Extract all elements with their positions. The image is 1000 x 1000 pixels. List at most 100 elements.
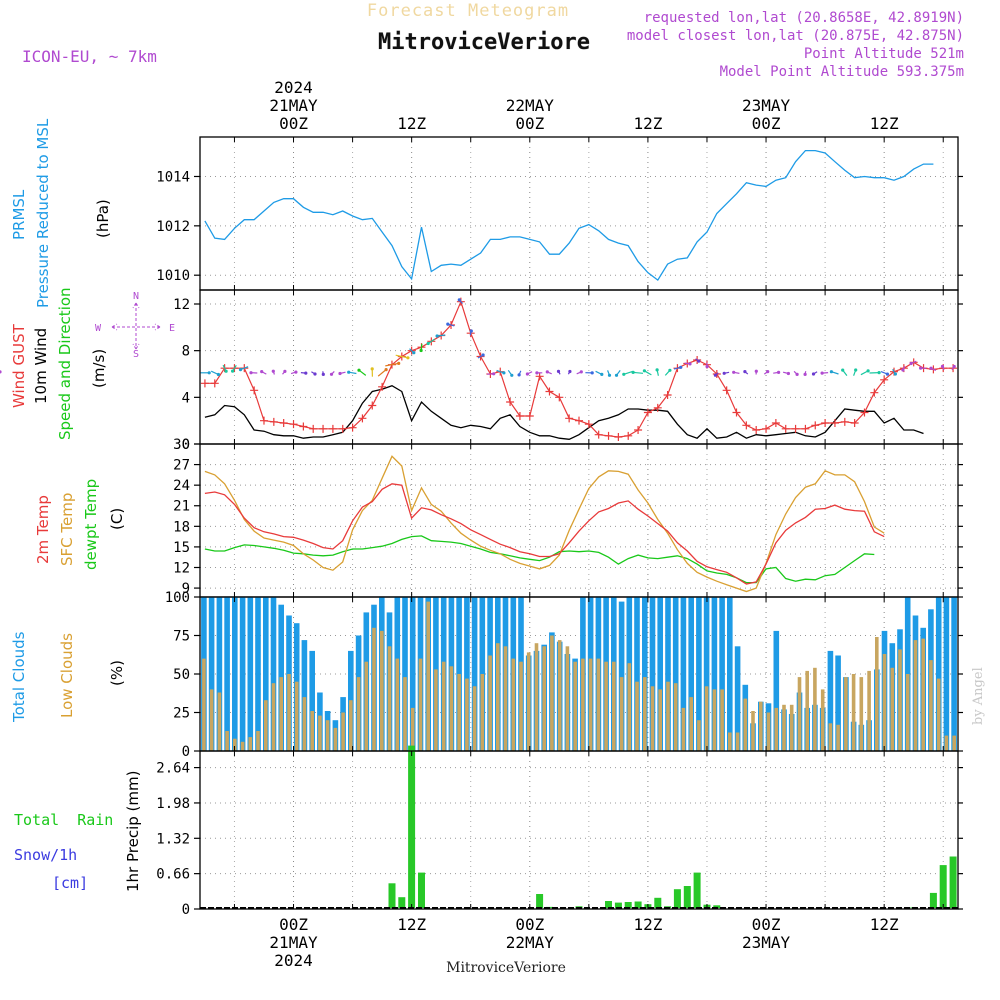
low-cloud-bar <box>526 652 531 751</box>
low-cloud-bar <box>209 689 214 751</box>
precip-y-ticks: 0 0.66 1.32 1.98 2.64 <box>156 751 963 918</box>
wind-arrow-head <box>216 372 220 377</box>
gust-marker <box>338 424 347 433</box>
compass-n: N <box>133 291 139 302</box>
compass-w: W <box>95 323 102 334</box>
total-cloud-bar <box>255 597 261 751</box>
gust-marker <box>614 433 623 441</box>
precip-bar <box>605 901 612 908</box>
gust-marker <box>289 420 298 429</box>
low-cloud-bar <box>828 723 833 751</box>
wind-arrow-head <box>590 371 594 375</box>
credit-label: by Angel <box>971 667 986 725</box>
wind-arrow-head <box>668 368 672 372</box>
wind-arrow-head <box>743 370 747 374</box>
total-cloud-bar <box>665 597 671 751</box>
low-cloud-bar <box>743 698 748 751</box>
low-cloud-bar <box>805 670 809 751</box>
low-cloud-bar <box>898 649 902 751</box>
gust-marker <box>752 426 761 434</box>
precip-label-4: 1hr Precip (mm) <box>124 771 142 892</box>
low-cloud-bar <box>480 674 485 751</box>
temp-frame <box>199 443 959 598</box>
wind-panel: 0 4 8 12 Wind GUST 10m Wind Speed and Direc… <box>0 287 963 453</box>
wind-arrow-head <box>697 359 701 363</box>
wind-arrow-head <box>631 370 635 374</box>
low-cloud-bar <box>434 669 438 751</box>
wind-arrow-head <box>688 362 692 366</box>
gust-marker <box>506 398 515 406</box>
gust-marker <box>811 421 820 430</box>
low-cloud-bar <box>643 677 647 751</box>
precip-bar <box>654 897 662 908</box>
total-cloud-bar <box>247 597 254 751</box>
wind-arrow <box>633 371 644 374</box>
temp-tick-label: 9 <box>182 581 190 597</box>
temp-tick-label: 15 <box>173 540 190 556</box>
top-time-label: 2024 <box>274 78 313 97</box>
top-time-label: 00Z <box>279 114 308 133</box>
wind-arrow-head <box>545 370 549 374</box>
total-cloud-bar <box>719 597 725 751</box>
low-cloud-bar <box>496 643 500 751</box>
compass-cross <box>111 302 161 350</box>
low-cloud-bar <box>782 704 786 751</box>
precip-tick-label: 2.64 <box>156 761 190 777</box>
low-cloud-bar <box>503 646 508 751</box>
wind-arrow-head <box>940 364 945 368</box>
temp-tick-label: 27 <box>173 458 190 474</box>
temp-tick-label: 30 <box>173 437 190 453</box>
wind-arrow <box>385 362 399 367</box>
low-cloud-bar <box>712 689 717 751</box>
clouds-label-3: (%) <box>108 660 126 686</box>
precip-bar <box>683 886 691 908</box>
precip-bar <box>634 901 642 908</box>
gust-marker <box>279 419 288 427</box>
total-cloud-bar <box>688 597 694 751</box>
low-cloud-bar <box>380 630 384 751</box>
top-time-label: 23MAY <box>742 96 791 115</box>
low-cloud-bar <box>797 677 802 751</box>
gust-marker <box>732 408 741 417</box>
bottom-time-label: 2024 <box>274 951 313 970</box>
low-cloud-bar <box>766 712 771 751</box>
pressure-label-3: (hPa) <box>94 199 112 238</box>
precip-label-3: [cm] <box>52 874 88 892</box>
wind-arrow-head <box>579 370 583 374</box>
compass-rose: N S W E <box>95 291 175 360</box>
low-cloud-bar <box>202 658 206 751</box>
low-cloud-bar <box>356 677 361 751</box>
wind-label-2: 10m Wind <box>32 328 50 404</box>
point-altitude: Point Altitude 521m <box>804 46 964 62</box>
bottom-time-label: 00Z <box>752 915 781 934</box>
total-cloud-bar <box>634 597 640 751</box>
top-time-label: 12Z <box>633 114 662 133</box>
pressure-y-ticks: 1010 1012 1014 <box>156 137 963 290</box>
wind-arrow-head <box>732 370 736 374</box>
gust-marker <box>860 408 869 417</box>
total-cloud-bar <box>618 601 625 751</box>
model-altitude: Model Point Altitude 593.375m <box>720 64 964 80</box>
low-cloud-bar <box>875 637 879 751</box>
low-cloud-bar <box>472 686 477 751</box>
clouds-tick-label: 0 <box>182 744 190 760</box>
gust-marker <box>742 421 751 430</box>
wind-arrow-head <box>412 351 416 355</box>
wind-arrow <box>377 369 387 377</box>
gust-marker <box>378 382 387 391</box>
top-time-label: 00Z <box>515 114 544 133</box>
low-cloud-bar <box>488 655 492 751</box>
temp-tick-label: 18 <box>173 519 190 535</box>
low-cloud-bar <box>944 735 949 751</box>
total-cloud-bar <box>232 597 238 751</box>
wind-arrow-head <box>754 369 758 373</box>
wind-arrow-head <box>329 372 334 376</box>
gust-marker <box>259 416 268 425</box>
compass-s: S <box>133 349 139 360</box>
low-cloud-bar <box>364 661 369 751</box>
wind-arrow-head <box>919 366 923 370</box>
pressure-grid <box>200 137 958 290</box>
wind-grid <box>200 290 958 444</box>
